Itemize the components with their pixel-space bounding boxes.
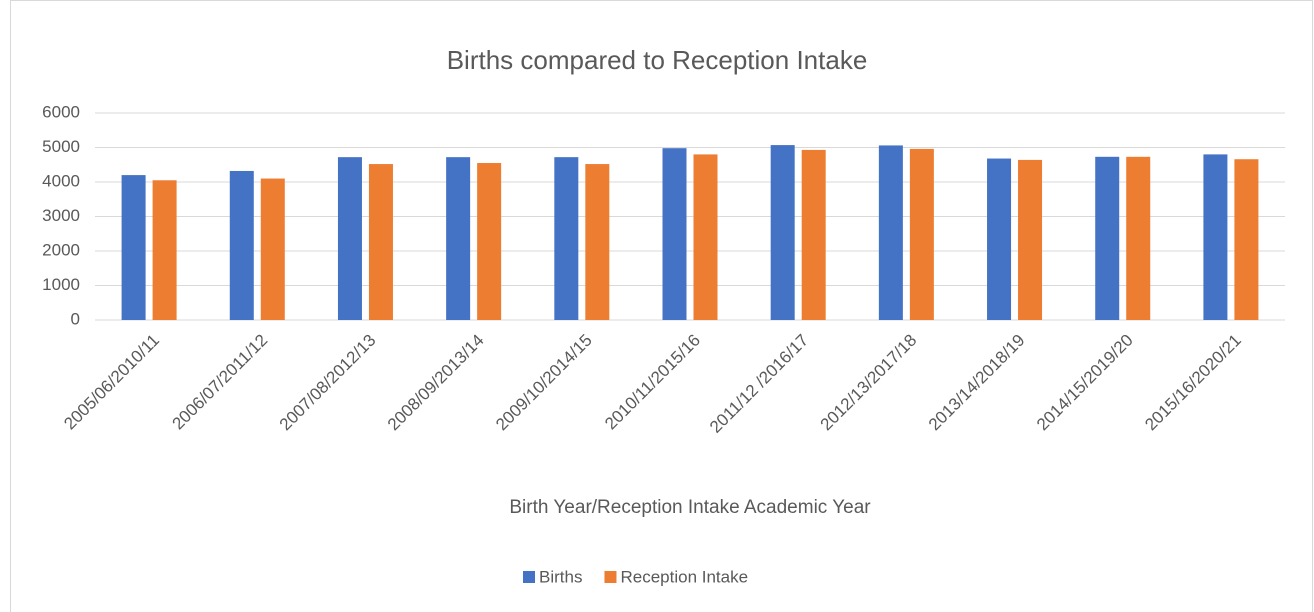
bar xyxy=(260,178,285,320)
bar xyxy=(368,164,393,320)
bar xyxy=(1018,159,1043,320)
bar xyxy=(477,163,502,320)
legend-label: Reception Intake xyxy=(620,567,748,586)
x-tick-label: 2009/10/2014/15 xyxy=(492,331,596,435)
bar xyxy=(585,164,610,320)
x-axis-title: Birth Year/Reception Intake Academic Yea… xyxy=(509,497,871,518)
chart-border xyxy=(10,0,1313,612)
bar xyxy=(1203,154,1228,320)
y-tick-label: 6000 xyxy=(42,102,80,121)
y-tick-label: 5000 xyxy=(42,137,80,156)
bar xyxy=(878,145,903,320)
bar xyxy=(1095,156,1120,320)
legend-swatch xyxy=(523,571,535,583)
bar xyxy=(770,145,795,320)
legend-swatch xyxy=(604,571,617,583)
y-tick-label: 4000 xyxy=(42,171,80,190)
x-tick-label: 2005/06/2010/11 xyxy=(60,331,163,434)
bar xyxy=(909,148,934,320)
bar xyxy=(987,158,1012,320)
bar xyxy=(693,154,718,320)
y-tick-label: 0 xyxy=(71,309,80,328)
x-tick-label: 2014/15/2019/20 xyxy=(1033,331,1137,435)
x-tick-label: 2007/08/2012/13 xyxy=(276,331,380,435)
x-tick-label: 2011/12 /2016/17 xyxy=(706,331,812,437)
y-tick-label: 1000 xyxy=(42,275,80,294)
bar xyxy=(121,175,146,320)
bar xyxy=(229,170,254,320)
bar xyxy=(1234,159,1259,320)
legend-label: Births xyxy=(539,567,582,586)
bar xyxy=(337,157,362,320)
x-tick-label: 2012/13/2017/18 xyxy=(817,331,921,435)
x-tick-label: 2013/14/2018/19 xyxy=(925,331,1029,435)
y-tick-label: 2000 xyxy=(42,240,80,259)
x-tick-label: 2015/16/2020/21 xyxy=(1141,331,1245,435)
bar xyxy=(801,149,826,320)
y-tick-label: 3000 xyxy=(42,206,80,225)
bar xyxy=(1126,156,1151,320)
chart-title: Births compared to Reception Intake xyxy=(447,45,868,75)
x-tick-label: 2008/09/2013/14 xyxy=(384,331,488,435)
bar xyxy=(554,157,579,320)
x-tick-label: 2006/07/2011/12 xyxy=(168,331,271,434)
bar xyxy=(662,148,687,320)
x-tick-label: 2010/11/2015/16 xyxy=(601,331,704,434)
bar xyxy=(446,157,471,320)
bar xyxy=(152,180,177,320)
